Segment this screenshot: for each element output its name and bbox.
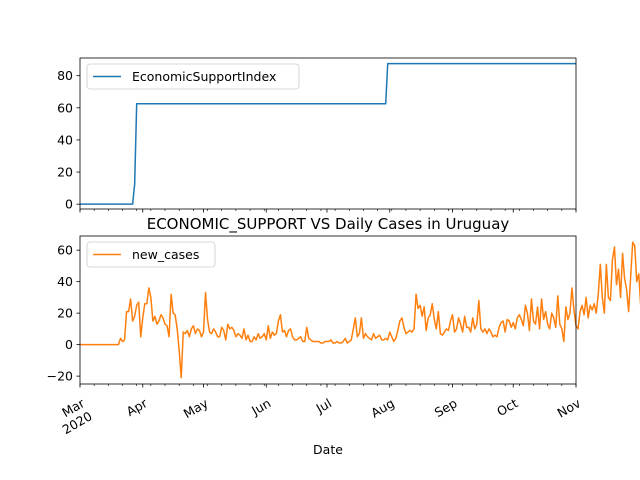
y-tick-label: 40 [57, 132, 73, 147]
y-tick-label: 80 [57, 68, 73, 83]
x-tick-label: Jun [248, 395, 273, 418]
x-tick-label: Nov [554, 395, 583, 420]
x-tick-label: Mar2020 [52, 395, 95, 437]
chart-title: ECONOMIC_SUPPORT VS Daily Cases in Urugu… [147, 215, 510, 234]
y-tick-label: 20 [57, 306, 73, 321]
y-tick-label: 60 [57, 100, 73, 115]
y-tick-label: −20 [47, 369, 73, 384]
plot-frame [79, 235, 577, 385]
legend-box [86, 63, 300, 90]
x-tick-label: May [181, 395, 211, 421]
y-tick-label: 0 [65, 337, 73, 352]
y-tick-label: 20 [57, 165, 73, 180]
series-line-new_cases [80, 241, 640, 379]
y-tick-label: 0 [65, 197, 73, 212]
x-tick-label: Apr [124, 395, 151, 419]
plot-frame [79, 57, 577, 210]
x-tick-label: Jul [313, 395, 334, 416]
x-tick-label: Sep [432, 395, 460, 420]
x-tick-label: Aug [368, 395, 397, 420]
chart-panel-2: −20 0 20 40 60 Mar2020 Apr May Jun Jul Aug Sep Oct No… [47, 215, 640, 457]
series-line-EconomicSupportIndex [80, 62, 576, 205]
legend-box [86, 241, 216, 268]
legend-entry: new_cases [132, 247, 199, 262]
y-tick-label: 60 [57, 243, 73, 258]
x-axis-label: Date [313, 442, 343, 457]
chart-panel-1: 0 20 40 60 80 EconomicSupportIndex [57, 57, 577, 213]
x-tick-label: Oct [494, 395, 520, 419]
legend-entry: EconomicSupportIndex [132, 69, 276, 84]
y-tick-label: 40 [57, 274, 73, 289]
